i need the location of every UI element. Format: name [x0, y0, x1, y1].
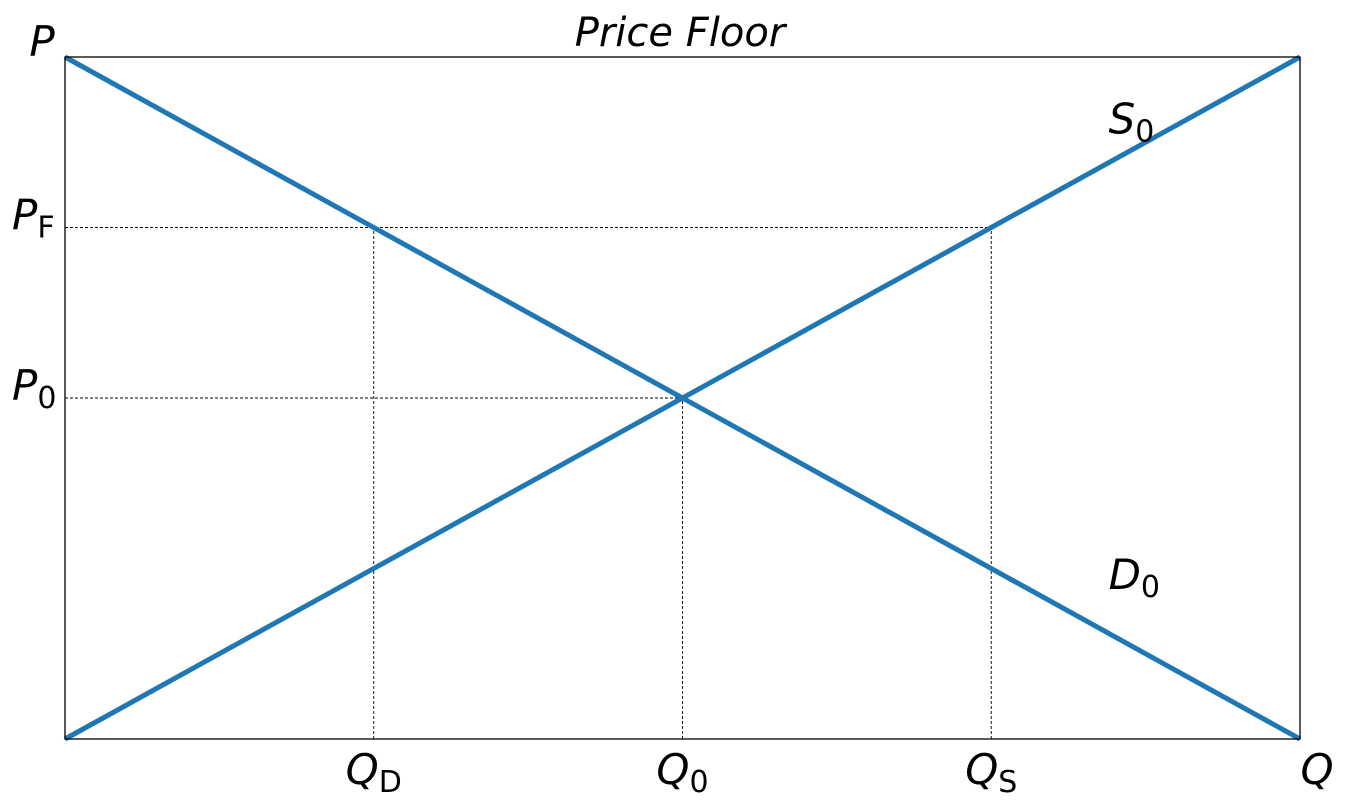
guide-lines: [65, 227, 992, 739]
y-axis-label: P: [29, 17, 55, 66]
x-axis-label: Q: [1300, 745, 1333, 794]
tick-labels: QD Q0 QS PF P0: [12, 191, 1017, 801]
plot-frame: [64, 56, 1301, 740]
curve-label-d0: D0: [1109, 550, 1160, 605]
chart-title: Price Floor: [575, 10, 788, 56]
curve-d0: [63, 54, 1302, 742]
y-tick-label-pf: PF: [12, 191, 55, 246]
curve-label-s0: S0: [1109, 95, 1155, 150]
curves: [63, 54, 1302, 742]
y-tick-label-p0: P0: [12, 361, 56, 416]
x-tick-label-qs: QS: [965, 745, 1017, 800]
x-tick-label-q0: Q0: [656, 745, 708, 800]
x-tick-label-qd: QD: [346, 745, 402, 800]
curve-labels: S0 D0: [1109, 95, 1160, 605]
